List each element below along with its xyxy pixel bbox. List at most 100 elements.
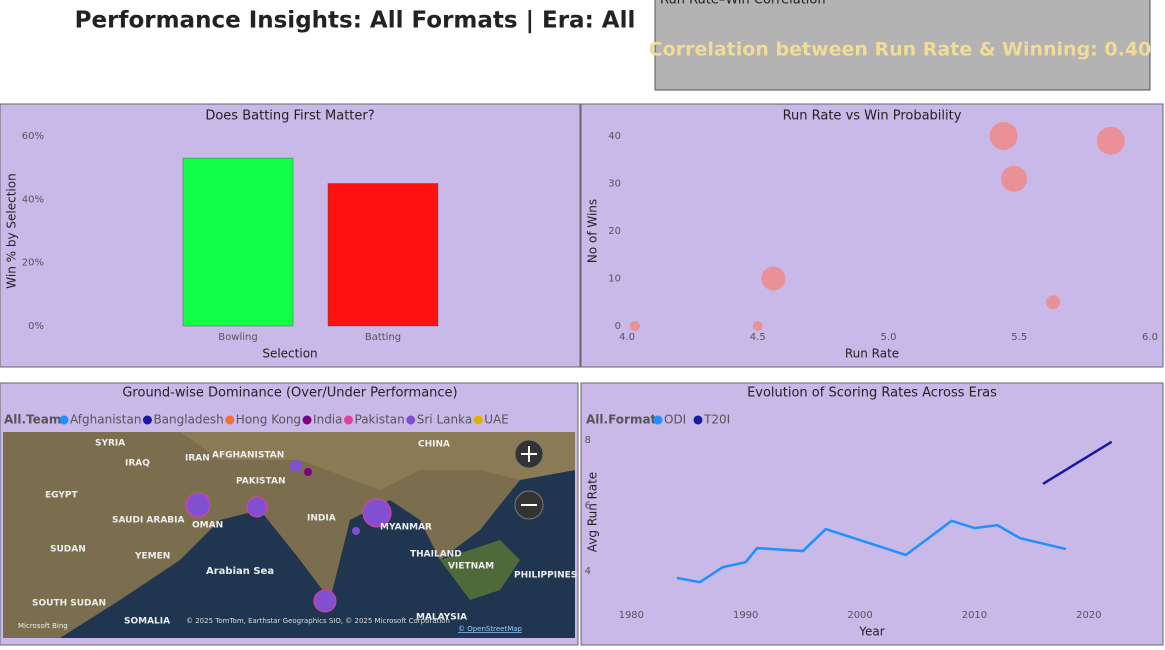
zoom-in-icon (521, 446, 537, 462)
map-place: MYANMAR (380, 523, 432, 533)
x-tick-label: 1980 (619, 610, 644, 621)
legend-swatch (225, 415, 235, 425)
y-tick-label: 20% (22, 258, 44, 269)
x-tick-label: Bowling (218, 332, 257, 343)
map-bubble (352, 527, 360, 535)
y-tick-label: 40% (22, 194, 44, 205)
map-place: IRAQ (125, 459, 150, 469)
x-axis-label: Year (858, 625, 884, 639)
bubble (1046, 295, 1061, 310)
y-tick-label: 10 (608, 274, 621, 285)
y-tick-label: 0% (28, 321, 44, 332)
x-tick-label: 2010 (962, 610, 987, 621)
legend-swatch (302, 415, 312, 425)
y-tick-label: 4 (585, 566, 591, 577)
land (440, 540, 520, 600)
map-bubble (304, 468, 312, 476)
map-place: SUDAN (50, 545, 86, 555)
y-axis-label: No of Wins (586, 199, 600, 263)
panel (580, 382, 1164, 646)
legend-swatch (344, 415, 353, 425)
map-brand: Microsoft Bing (18, 622, 68, 630)
legend-swatch (693, 415, 703, 425)
y-tick-label: 40 (608, 131, 621, 142)
map-bubble (246, 496, 268, 518)
y-axis-label: Win % by Selection (5, 173, 19, 288)
page-title: Performance Insights: All Formats | Era:… (75, 8, 636, 34)
card-text: Correlation between Run Rate & Winning: … (649, 39, 1152, 61)
legend-swatch (406, 415, 416, 425)
map-place: SAUDI ARABIA (112, 516, 185, 526)
line (1042, 440, 1113, 485)
bubble (629, 321, 640, 331)
map-bubble (362, 498, 392, 528)
map-place: SOUTH SUDAN (32, 599, 106, 609)
bubble (1001, 165, 1028, 192)
y-tick-label: 0 (615, 321, 621, 332)
map-place: MALAYSIA (416, 613, 467, 623)
map-bubble (185, 492, 211, 518)
card-title: Run Rate–Win Correlation (660, 0, 826, 8)
x-tick-label: 1990 (733, 610, 758, 621)
legend-swatch (473, 415, 483, 425)
bubble (761, 266, 786, 291)
x-tick-label: 4.0 (619, 332, 635, 343)
bar (327, 183, 439, 327)
map-place: Arabian Sea (206, 566, 274, 577)
legend-title: All.Team (4, 413, 61, 427)
legend-swatch (142, 415, 152, 425)
y-tick-label: 30 (608, 179, 621, 190)
x-tick-label: 2000 (847, 610, 872, 621)
map-place: SYRIA (95, 439, 125, 449)
x-tick-label: 2020 (1076, 610, 1101, 621)
legend-label: Bangladesh (153, 413, 223, 427)
bubble (752, 321, 763, 331)
legend-label: Hong Kong (236, 413, 301, 427)
x-tick-label: 5.0 (881, 332, 897, 343)
map-title: Ground-wise Dominance (Over/Under Perfor… (122, 386, 457, 401)
map-place: THAILAND (410, 550, 462, 560)
x-axis-label: Selection (262, 347, 317, 361)
y-tick-label: 6 (585, 500, 591, 511)
x-tick-label: Batting (365, 332, 401, 343)
legend-label: ODI (664, 413, 686, 427)
x-tick-label: 4.5 (750, 332, 766, 343)
y-tick-label: 60% (22, 131, 44, 142)
bubble (989, 122, 1018, 150)
y-tick-label: 20 (608, 226, 621, 237)
legend-swatch (59, 415, 69, 425)
map-place: PAKISTAN (236, 477, 285, 487)
land (180, 432, 575, 490)
x-tick-label: 6.0 (1142, 332, 1158, 343)
chart-title: Run Rate vs Win Probability (783, 109, 962, 124)
legend-label: Sri Lanka (417, 413, 472, 427)
y-tick-label: 8 (585, 435, 591, 446)
map-bubble (290, 460, 302, 472)
legend-label: Afghanistan (70, 413, 141, 427)
y-axis-label: Avg Run Rate (586, 472, 600, 552)
map-place: VIETNAM (448, 562, 494, 572)
map-place: AFGHANISTAN (212, 451, 284, 461)
land (3, 432, 575, 638)
panel (580, 103, 1164, 368)
map-place: CHINA (418, 440, 450, 450)
chart-title: Evolution of Scoring Rates Across Eras (747, 386, 997, 401)
map-place: YEMEN (134, 552, 170, 562)
legend-label: India (313, 413, 342, 427)
bar (182, 157, 294, 327)
map-place: PHILIPPINES (514, 571, 577, 581)
bubble (1096, 126, 1125, 155)
map-place: IRAN (185, 454, 210, 464)
legend-label: UAE (484, 413, 509, 427)
card (654, 0, 1151, 91)
line (676, 519, 1067, 584)
map-attribution: © 2025 TomTom, Earthstar Geographics SIO… (186, 617, 450, 625)
map-place: INDIA (307, 514, 336, 524)
x-axis-label: Run Rate (845, 347, 899, 361)
legend-title: All.Format (586, 413, 657, 427)
legend-label: T20I (703, 413, 730, 427)
legend-label: Pakistan (355, 413, 405, 427)
map-osm[interactable]: © OpenStreetMap (458, 625, 523, 633)
legend-swatch (653, 415, 663, 425)
